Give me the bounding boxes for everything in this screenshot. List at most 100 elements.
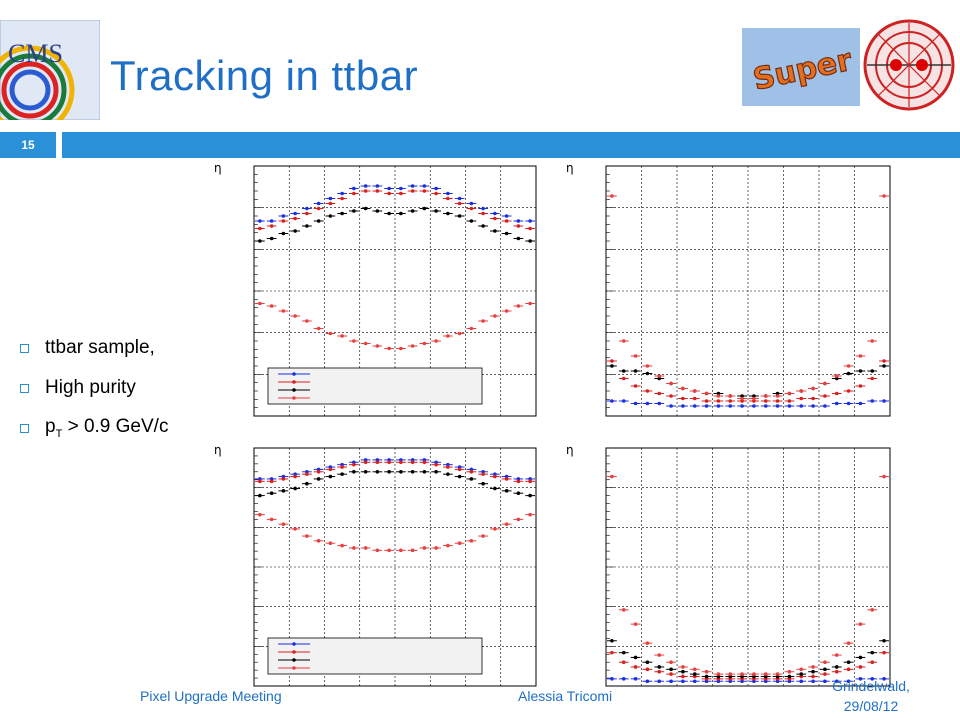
- data-point: [846, 660, 851, 664]
- data-point: [752, 394, 756, 398]
- data-point: [269, 236, 274, 241]
- data-point: [375, 460, 380, 465]
- data-point: [493, 486, 497, 491]
- data-point: [469, 206, 474, 211]
- data-point: [811, 665, 815, 669]
- data-point: [645, 667, 650, 672]
- data-point: [858, 354, 863, 358]
- data-point: [434, 191, 438, 196]
- data-point: [621, 608, 626, 612]
- data-point: [834, 679, 839, 684]
- data-point: [399, 460, 403, 465]
- data-point: [692, 679, 697, 684]
- data-point: [633, 655, 638, 660]
- data-point: [681, 679, 685, 684]
- data-point: [481, 206, 485, 211]
- data-point: [669, 679, 673, 684]
- legend-box: [267, 367, 483, 405]
- data-point: [457, 474, 462, 479]
- data-point: [657, 665, 662, 669]
- data-point: [493, 314, 497, 318]
- data-point: [434, 546, 438, 550]
- data-point: [258, 512, 262, 517]
- axis-label: η: [566, 161, 574, 175]
- data-point: [633, 384, 638, 388]
- data-point: [823, 667, 827, 672]
- data-point: [399, 191, 403, 196]
- data-point: [775, 394, 780, 398]
- data-point: [882, 364, 886, 368]
- data-point: [293, 314, 297, 318]
- data-point: [387, 470, 391, 474]
- bullet-square-icon: [20, 343, 29, 353]
- data-point: [469, 477, 474, 481]
- data-point: [457, 541, 462, 545]
- legend-marker: [292, 658, 296, 662]
- data-point: [352, 209, 356, 213]
- data-point: [763, 399, 768, 403]
- data-point: [387, 460, 391, 465]
- legend-marker: [292, 666, 296, 670]
- lhc-logo: [862, 18, 956, 112]
- data-point: [858, 655, 863, 660]
- data-point: [258, 219, 262, 223]
- data-point: [669, 672, 673, 676]
- pt-subscript: T: [55, 427, 63, 440]
- data-point: [328, 201, 333, 206]
- data-point: [528, 226, 532, 231]
- data-point: [504, 489, 509, 493]
- data-point: [316, 477, 321, 481]
- data-point: [387, 346, 391, 351]
- data-point: [799, 667, 804, 672]
- data-point: [740, 672, 744, 676]
- data-point: [399, 186, 403, 191]
- data-point: [410, 344, 415, 348]
- data-point: [457, 196, 462, 201]
- data-point: [422, 460, 427, 465]
- data-point: [305, 206, 309, 211]
- data-point: [752, 399, 756, 403]
- footer-author: Alessia Tricomi: [518, 688, 613, 704]
- data-point: [657, 679, 662, 684]
- data-point: [799, 396, 804, 401]
- bullet-item: ttbar sample,: [20, 328, 168, 368]
- data-point: [811, 669, 815, 674]
- data-point: [493, 527, 497, 531]
- data-point: [681, 404, 685, 408]
- data-point: [787, 404, 792, 408]
- data-point: [352, 462, 356, 467]
- data-point: [422, 470, 427, 474]
- data-point: [340, 472, 344, 476]
- bullet-item: pT > 0.9 GeV/c: [20, 408, 168, 448]
- data-point: [787, 391, 792, 396]
- data-point: [504, 522, 509, 526]
- data-point: [375, 189, 380, 193]
- data-point: [387, 211, 391, 216]
- data-point: [269, 479, 274, 484]
- data-point: [716, 394, 721, 398]
- data-point: [716, 672, 721, 676]
- data-point: [434, 462, 438, 467]
- data-point: [481, 224, 485, 228]
- data-point: [692, 396, 697, 401]
- data-point: [305, 211, 309, 216]
- data-point: [728, 672, 733, 676]
- data-point: [434, 186, 438, 191]
- data-point: [633, 401, 638, 406]
- data-point: [621, 399, 626, 403]
- data-point: [645, 660, 650, 664]
- data-point: [316, 201, 321, 206]
- data-point: [834, 665, 839, 669]
- data-point: [269, 491, 274, 496]
- data-point: [281, 214, 286, 218]
- data-point: [870, 399, 875, 403]
- data-point: [352, 470, 356, 474]
- legend-marker: [292, 396, 296, 400]
- data-point: [422, 189, 427, 193]
- data-point: [692, 667, 697, 672]
- data-point: [610, 677, 614, 681]
- data-point: [799, 404, 804, 408]
- data-point: [692, 404, 697, 408]
- data-point: [434, 209, 438, 213]
